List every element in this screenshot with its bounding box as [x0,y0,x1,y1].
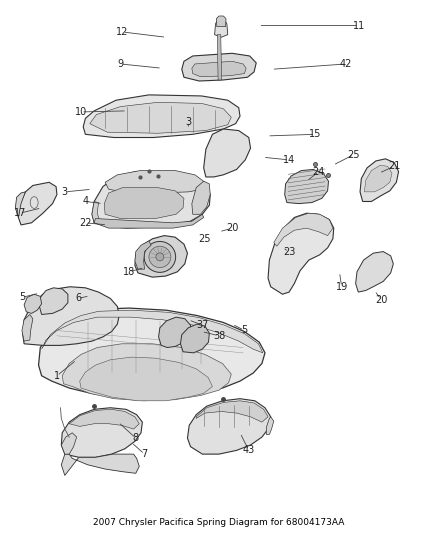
Ellipse shape [149,246,171,268]
Polygon shape [92,201,100,223]
Text: 18: 18 [123,267,135,277]
Text: 11: 11 [353,21,365,30]
Polygon shape [105,171,205,193]
Polygon shape [22,314,33,341]
Polygon shape [39,288,68,314]
Text: 19: 19 [336,282,348,292]
Polygon shape [196,401,268,422]
Text: 3: 3 [62,187,68,197]
Polygon shape [92,172,210,228]
Polygon shape [42,310,263,353]
Text: 5: 5 [241,326,247,335]
Polygon shape [364,165,392,192]
Ellipse shape [156,253,164,261]
Polygon shape [204,129,251,177]
Text: 12: 12 [117,27,129,37]
Text: 38: 38 [213,331,225,341]
Polygon shape [192,181,210,214]
Polygon shape [23,287,119,345]
Polygon shape [159,317,191,348]
Polygon shape [192,61,246,77]
Text: 20: 20 [226,223,238,233]
Text: 10: 10 [75,107,87,117]
Polygon shape [266,417,274,434]
Text: 25: 25 [199,234,211,244]
Polygon shape [83,95,240,138]
Polygon shape [182,53,256,81]
Text: 14: 14 [283,155,295,165]
Polygon shape [18,182,57,225]
Text: 24: 24 [313,167,325,176]
Polygon shape [24,294,42,313]
Polygon shape [180,324,209,353]
Text: 7: 7 [141,449,148,459]
Polygon shape [268,213,334,294]
Polygon shape [90,102,231,133]
Polygon shape [216,16,226,27]
Polygon shape [62,344,231,401]
Polygon shape [39,308,265,399]
Text: 8: 8 [133,433,139,443]
Polygon shape [94,214,204,228]
Polygon shape [104,188,184,219]
Polygon shape [135,236,187,277]
Text: 6: 6 [75,294,81,303]
Polygon shape [217,35,222,80]
Polygon shape [356,252,393,292]
Text: 5: 5 [19,293,25,302]
Text: 22: 22 [79,218,92,228]
Text: 9: 9 [117,59,124,69]
Text: 15: 15 [309,130,321,139]
Text: 4: 4 [82,197,88,206]
Ellipse shape [144,241,176,272]
Text: 3: 3 [185,117,191,126]
Polygon shape [187,399,271,454]
Text: 1: 1 [54,371,60,381]
Text: 2007 Chrysler Pacifica Spring Diagram for 68004173AA: 2007 Chrysler Pacifica Spring Diagram fo… [93,518,345,527]
Polygon shape [215,17,228,37]
Polygon shape [135,241,151,269]
Text: 43: 43 [243,446,255,455]
Text: 25: 25 [348,150,360,159]
Text: 23: 23 [283,247,295,256]
Polygon shape [61,433,77,454]
Text: 42: 42 [340,59,352,69]
Polygon shape [15,192,25,217]
Text: 21: 21 [388,161,400,171]
Polygon shape [360,159,399,201]
Polygon shape [69,409,139,429]
Text: 20: 20 [375,295,387,304]
Polygon shape [80,357,212,401]
Polygon shape [285,169,328,204]
Polygon shape [61,454,139,475]
Text: 17: 17 [14,208,26,218]
Polygon shape [61,408,142,457]
Text: 37: 37 [196,320,208,330]
Polygon shape [274,213,333,246]
